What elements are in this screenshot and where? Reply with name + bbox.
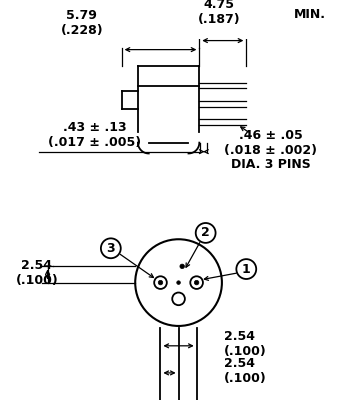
Circle shape — [158, 280, 163, 285]
Text: 5.79
(.228): 5.79 (.228) — [61, 9, 103, 37]
Text: 1: 1 — [242, 262, 251, 276]
Circle shape — [177, 281, 180, 284]
Text: 2.54
(.100): 2.54 (.100) — [224, 330, 267, 358]
Circle shape — [154, 276, 167, 289]
Circle shape — [180, 264, 185, 269]
Text: 2: 2 — [201, 226, 210, 240]
Circle shape — [236, 259, 256, 279]
Text: .46 ± .05
(.018 ± .002): .46 ± .05 (.018 ± .002) — [224, 129, 317, 157]
Text: DIA. 3 PINS: DIA. 3 PINS — [231, 158, 311, 171]
Circle shape — [190, 276, 203, 289]
Circle shape — [194, 280, 199, 285]
Text: 2.54
(.100): 2.54 (.100) — [224, 357, 267, 385]
Circle shape — [101, 238, 121, 258]
Text: 3: 3 — [106, 242, 115, 255]
Circle shape — [172, 292, 185, 305]
Text: 4.75
(.187): 4.75 (.187) — [198, 0, 240, 26]
Circle shape — [135, 239, 222, 326]
Text: MIN.: MIN. — [294, 8, 326, 21]
Circle shape — [196, 223, 215, 243]
Text: .43 ± .13
(.017 ± .005): .43 ± .13 (.017 ± .005) — [48, 121, 141, 149]
Text: 2.54
(.100): 2.54 (.100) — [15, 259, 58, 287]
